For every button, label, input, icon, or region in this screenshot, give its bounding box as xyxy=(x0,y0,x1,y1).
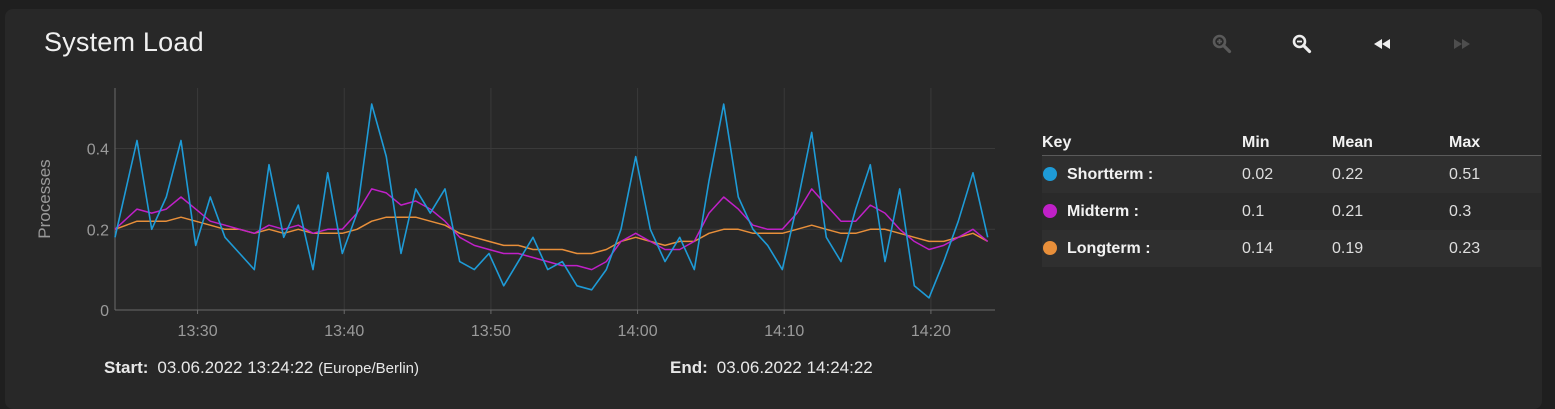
x-tick-label: 14:20 xyxy=(911,323,951,340)
legend-series-cell: Shortterm : xyxy=(1042,155,1242,193)
timezone-label: (Europe/Berlin) xyxy=(318,360,420,377)
legend-series-label: Longterm : xyxy=(1067,239,1151,257)
legend-header-max: Max xyxy=(1449,131,1541,156)
legend-table: Key Min Mean Max Shortterm : 0.02 0.22 0… xyxy=(1042,131,1541,267)
end-value: 03.06.2022 14:24:22 xyxy=(716,358,873,377)
y-tick-label: 0.4 xyxy=(87,142,109,159)
legend-row-midterm[interactable]: Midterm : 0.1 0.21 0.3 xyxy=(1042,193,1541,230)
zoom-out-icon xyxy=(1292,34,1312,54)
legend-max-value: 0.51 xyxy=(1449,155,1541,193)
chart-labels: 0 0.2 0.4 13:30 13:40 13:50 14:00 14:10 14:20 Pro… xyxy=(35,142,951,340)
longterm-color-dot xyxy=(1043,240,1057,255)
card-title: System Load xyxy=(44,27,204,57)
y-tick-label: 0.2 xyxy=(87,222,109,239)
zoom-in-icon xyxy=(1212,34,1232,54)
legend-header-key: Key xyxy=(1042,131,1242,156)
legend-row-longterm[interactable]: Longterm : 0.14 0.19 0.23 xyxy=(1042,230,1541,267)
legend-row-shortterm[interactable]: Shortterm : 0.02 0.22 0.51 xyxy=(1042,155,1541,193)
chart-series xyxy=(114,103,989,299)
legend-mean-value: 0.21 xyxy=(1332,193,1449,230)
y-tick-label: 0 xyxy=(100,303,109,320)
legend-header-mean: Mean xyxy=(1332,131,1449,156)
rewind-button[interactable] xyxy=(1368,30,1396,58)
end-label: End: xyxy=(670,358,708,377)
x-tick-label: 13:40 xyxy=(324,323,364,340)
zoom-out-button[interactable] xyxy=(1288,30,1316,58)
rewind-icon xyxy=(1374,39,1390,49)
x-tick-label: 14:00 xyxy=(618,323,658,340)
legend-series-label: Shortterm : xyxy=(1067,165,1154,183)
system-load-chart: 0 0.2 0.4 13:30 13:40 13:50 14:00 14:10 14:20 Pro… xyxy=(35,88,995,340)
end-time: End: 03.06.2022 14:24:22 xyxy=(670,358,873,378)
shortterm-color-dot xyxy=(1043,166,1057,181)
x-tick-label: 14:10 xyxy=(764,323,804,340)
legend-mean-value: 0.19 xyxy=(1332,230,1449,267)
legend-mean-value: 0.22 xyxy=(1332,155,1449,193)
legend-min-value: 0.14 xyxy=(1242,230,1332,267)
midterm-color-dot xyxy=(1043,203,1057,218)
series-line-shortterm xyxy=(114,103,989,299)
zoom-in-button[interactable] xyxy=(1208,30,1236,58)
x-tick-label: 13:30 xyxy=(178,323,218,340)
start-label: Start: xyxy=(104,358,149,377)
legend-series-label: Midterm : xyxy=(1067,202,1139,220)
chart-grid xyxy=(115,88,995,310)
start-time: Start: 03.06.2022 13:24:22 (Europe/Berlin… xyxy=(104,358,419,378)
series-line-midterm xyxy=(114,188,989,271)
legend-max-value: 0.3 xyxy=(1449,193,1541,230)
x-tick-label: 13:50 xyxy=(471,323,511,340)
fast-forward-button[interactable] xyxy=(1448,30,1476,58)
legend-max-value: 0.23 xyxy=(1449,230,1541,267)
legend-series-cell: Midterm : xyxy=(1042,193,1242,230)
chart-axes xyxy=(114,88,995,314)
legend-min-value: 0.02 xyxy=(1242,155,1332,193)
y-axis-title: Processes xyxy=(35,159,54,238)
legend-series-cell: Longterm : xyxy=(1042,230,1242,267)
legend-header-row: Key Min Mean Max xyxy=(1042,131,1541,156)
series-line-longterm xyxy=(114,216,989,255)
fast-forward-icon xyxy=(1454,39,1470,49)
start-value: 03.06.2022 13:24:22 xyxy=(157,358,314,377)
legend-header-min: Min xyxy=(1242,131,1332,156)
legend-min-value: 0.1 xyxy=(1242,193,1332,230)
